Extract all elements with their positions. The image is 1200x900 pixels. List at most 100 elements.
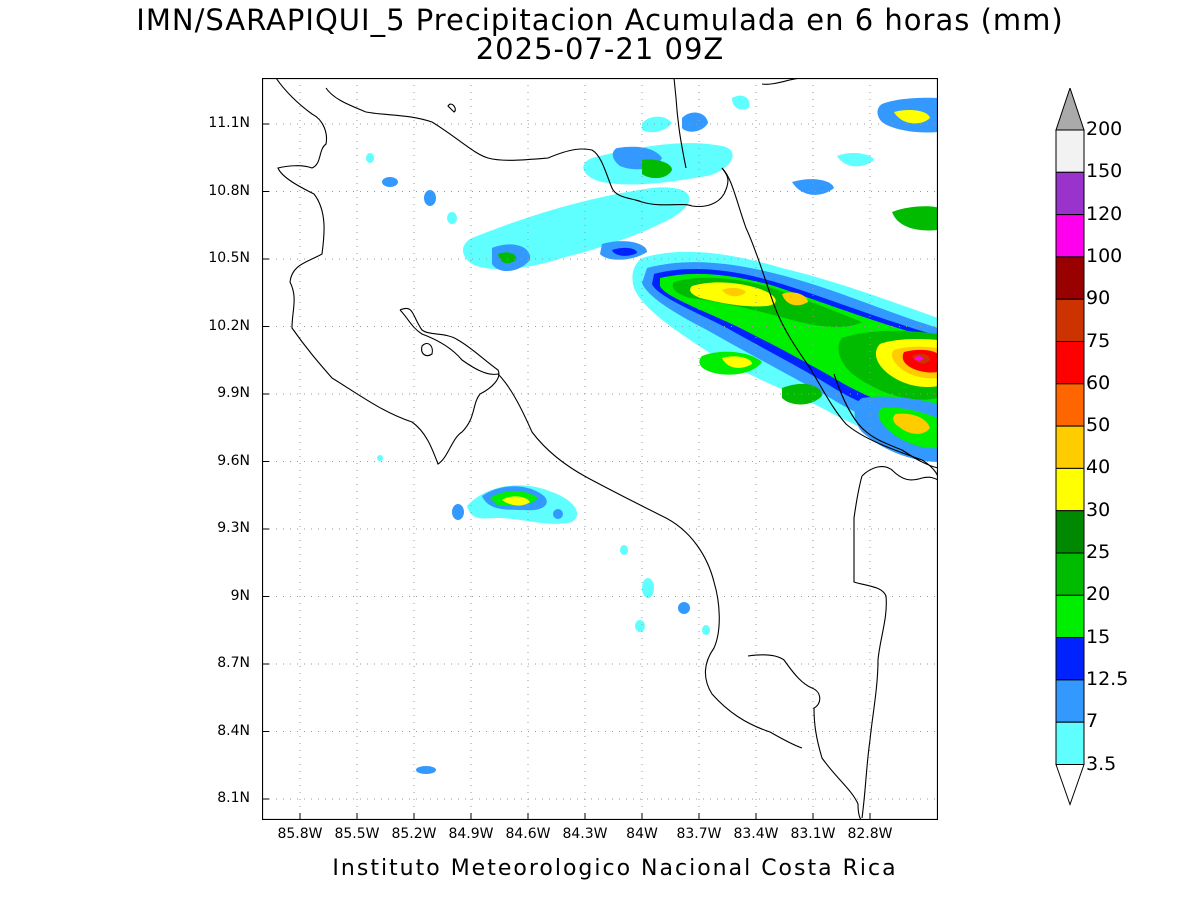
coastline: [833, 373, 938, 469]
precip-area: [498, 252, 517, 264]
precip-area: [635, 620, 645, 632]
colorbar-level-label: 15: [1086, 625, 1111, 648]
colorbar-swatch: [1055, 679, 1085, 723]
latitude-tick-label: 10.8N: [208, 182, 250, 199]
longitude-tick-label: 82.8W: [847, 826, 893, 842]
colorbar-level-label: 7: [1086, 710, 1099, 733]
precip-area: [914, 356, 923, 361]
colorbar-swatch: [1055, 383, 1085, 427]
latitude-tick-label: 10.5N: [208, 250, 250, 266]
precip-area: [893, 413, 930, 434]
colorbar-level-label: 75: [1086, 329, 1111, 352]
colorbar-level-label: 90: [1086, 287, 1111, 310]
coastline: [421, 343, 433, 357]
precip-area: [416, 766, 436, 774]
coastline: [275, 78, 500, 465]
colorbar-swatch: [1055, 341, 1085, 385]
coastline: [721, 167, 938, 479]
latitude-tick-label: 8.4N: [217, 722, 250, 739]
colorbar-swatch: [1055, 425, 1085, 469]
colorbar-swatch: [1055, 298, 1085, 342]
colorbar-level-label: 100: [1086, 244, 1123, 267]
longitude-tick-label: 85.8W: [277, 826, 323, 842]
precip-area: [732, 95, 750, 110]
longitude-tick-label: 85.2W: [391, 826, 437, 842]
precip-area: [837, 153, 874, 167]
precip-area: [612, 247, 637, 256]
coastline: [325, 87, 729, 208]
longitude-labels: 85.8W 85.5W 85.2W 84.9W 84.6W 84.3W 84W 83.7W 83…: [262, 826, 938, 846]
colorbar-level-label: 12.5: [1086, 667, 1129, 690]
precip-area: [502, 496, 530, 506]
latitude-tick-label: 10.2N: [208, 317, 250, 334]
colorbar-swatch: [1055, 467, 1085, 512]
precip-area: [642, 116, 672, 133]
latitude-tick-label: 8.1N: [217, 790, 250, 806]
map-frame: [262, 78, 938, 820]
precip-area: [377, 455, 383, 461]
coastline: [399, 309, 803, 749]
colorbar-swatch: [1055, 171, 1085, 216]
colorbar-level-label: 150: [1086, 160, 1123, 183]
latitude-tick-label: 9.6N: [217, 452, 250, 469]
colorbar-bottom-arrow: [1055, 764, 1085, 807]
precip-area: [452, 504, 464, 520]
map-title: IMN/SARAPIQUI_5 Precipitacion Acumulada …: [136, 3, 1064, 37]
colorbar-swatch: [1055, 594, 1085, 639]
colorbar-level-label: 120: [1086, 202, 1123, 225]
precip-area: [553, 509, 563, 519]
coastline: [747, 654, 863, 820]
colorbar-swatch: [1055, 256, 1085, 300]
longitude-tick-label: 83.1W: [790, 826, 836, 842]
precip-area: [382, 177, 398, 187]
latitude-tick-label: 9.3N: [217, 520, 250, 536]
colorbar-swatch: [1055, 637, 1085, 681]
precip-area: [722, 287, 746, 297]
map-gridlines: [262, 78, 938, 820]
precip-area: [722, 356, 752, 368]
colorbar-level-label: 60: [1086, 371, 1111, 394]
colorbar-swatch: [1055, 721, 1085, 766]
colorbar-level-label: 40: [1086, 456, 1111, 479]
precip-area: [782, 292, 808, 306]
longitude-tick-label: 84.3W: [562, 826, 608, 842]
precip-area: [366, 153, 374, 163]
coastline: [861, 466, 938, 481]
longitude-tick-label: 84.6W: [505, 826, 551, 842]
precip-area: [894, 110, 930, 124]
longitude-tick-label: 83.7W: [676, 826, 722, 842]
colorbar-level-label: 25: [1086, 541, 1111, 563]
latitude-tick-label: 9N: [230, 587, 250, 604]
footer-credit: Instituto Meteorologico Nacional Costa R…: [332, 856, 898, 881]
colorbar-swatch: [1055, 510, 1085, 554]
longitude-tick-label: 85.5W: [334, 826, 380, 842]
colorbar-level-label: 200: [1086, 118, 1123, 140]
latitude-tick-label: 9.9N: [217, 385, 250, 401]
precip-area: [620, 545, 628, 555]
colorbar-swatch: [1055, 214, 1085, 258]
colorbar-level-label: 3.5: [1086, 752, 1117, 775]
precipitation-colorbar: [1055, 88, 1085, 807]
precip-area: [682, 112, 708, 132]
precip-area: [702, 625, 710, 635]
precip-area: [447, 212, 457, 224]
coastline: [673, 78, 687, 169]
precip-area: [642, 159, 672, 179]
coastline: [853, 475, 887, 819]
precip-area: [792, 179, 834, 195]
colorbar-swatch: [1055, 552, 1085, 596]
precip-area: [678, 602, 690, 614]
precipitation-field: [366, 95, 938, 774]
colorbar-swatch: [1055, 129, 1085, 173]
colorbar-level-label: 30: [1086, 498, 1111, 521]
latitude-tick-label: 8.7N: [217, 655, 250, 671]
precipitation-map: [262, 78, 938, 820]
longitude-tick-label: 84.9W: [448, 826, 494, 842]
longitude-tick-label: 84W: [626, 826, 658, 842]
latitude-labels: 11.1N 10.8N 10.5N 10.2N 9.9N 9.6N 9.3N 9N 8.7N 8.…: [160, 78, 258, 820]
longitude-tick-label: 83.4W: [733, 826, 779, 842]
map-subtitle-datetime: 2025-07-21 09Z: [475, 32, 725, 66]
latitude-tick-label: 11.1N: [208, 115, 250, 131]
coastlines: [275, 78, 938, 820]
colorbar-level-label: 20: [1086, 583, 1111, 606]
